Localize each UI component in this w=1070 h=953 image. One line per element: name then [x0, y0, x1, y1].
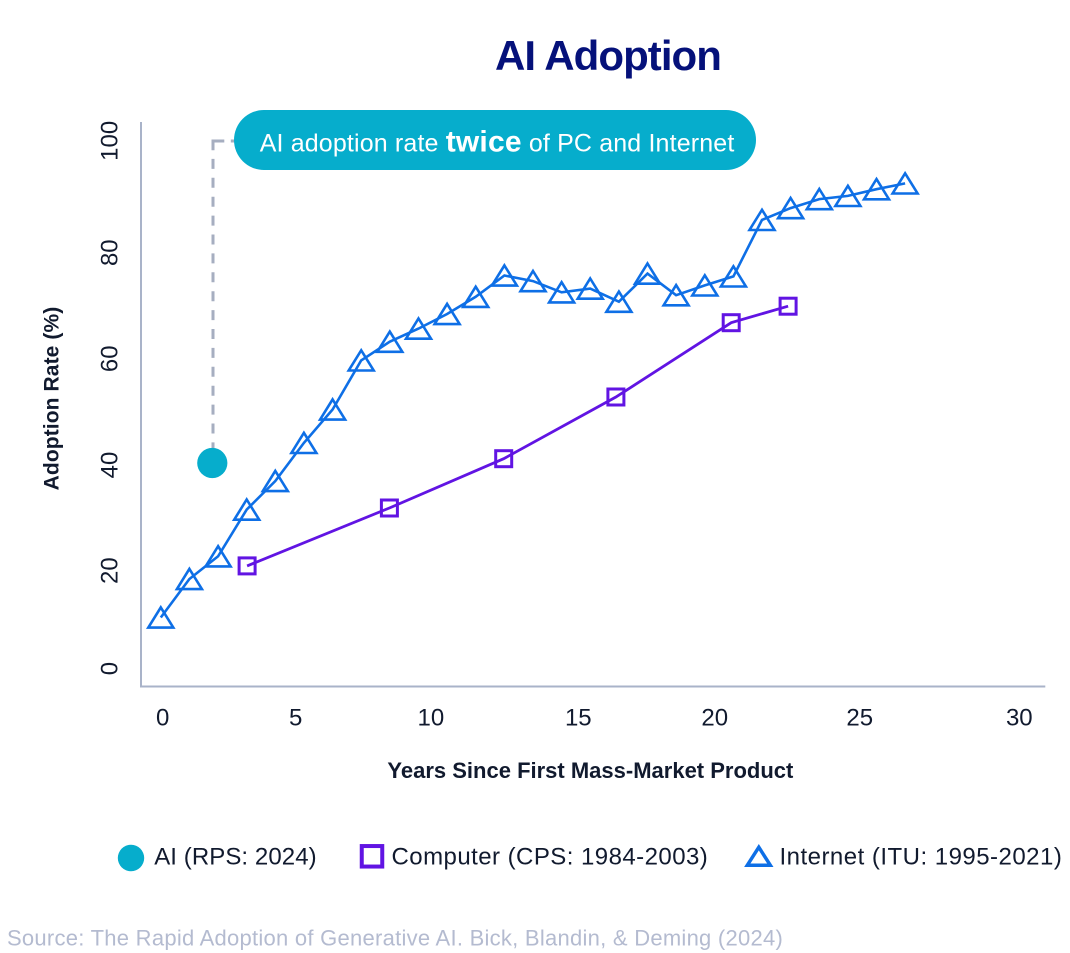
- svg-text:AI adoption rate twice of PC a: AI adoption rate twice of PC and Interne…: [260, 126, 735, 159]
- svg-text:100: 100: [97, 121, 124, 161]
- svg-text:Source: The Rapid Adoption of: Source: The Rapid Adoption of Generative…: [7, 925, 783, 950]
- svg-text:20: 20: [701, 705, 728, 732]
- svg-text:Computer (CPS: 1984-2003): Computer (CPS: 1984-2003): [392, 843, 709, 870]
- svg-text:0: 0: [97, 662, 124, 675]
- svg-text:0: 0: [156, 705, 169, 732]
- svg-text:80: 80: [97, 239, 124, 266]
- svg-text:60: 60: [97, 345, 124, 372]
- svg-text:5: 5: [289, 705, 302, 732]
- svg-text:Years Since First Mass-Market: Years Since First Mass-Market Product: [387, 758, 794, 783]
- svg-text:40: 40: [97, 452, 124, 479]
- svg-text:Adoption Rate (%): Adoption Rate (%): [41, 307, 64, 491]
- svg-text:10: 10: [418, 705, 445, 732]
- svg-text:AI (RPS: 2024): AI (RPS: 2024): [154, 843, 317, 870]
- svg-text:30: 30: [1006, 705, 1033, 732]
- svg-text:AI Adoption: AI Adoption: [495, 32, 721, 79]
- svg-text:20: 20: [97, 557, 124, 584]
- svg-text:25: 25: [846, 705, 873, 732]
- svg-text:15: 15: [565, 705, 592, 732]
- svg-text:Internet (ITU: 1995-2021): Internet (ITU: 1995-2021): [780, 843, 1063, 870]
